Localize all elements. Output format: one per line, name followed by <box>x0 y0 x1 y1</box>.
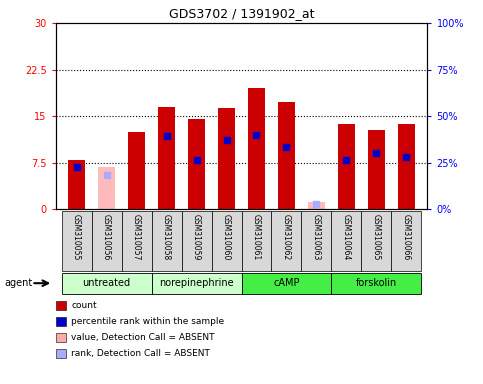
Text: GSM310060: GSM310060 <box>222 214 231 261</box>
Bar <box>278 102 295 209</box>
FancyBboxPatch shape <box>301 211 331 271</box>
Bar <box>368 131 385 209</box>
FancyBboxPatch shape <box>331 211 361 271</box>
Bar <box>188 119 205 209</box>
Bar <box>98 167 115 209</box>
Text: percentile rank within the sample: percentile rank within the sample <box>71 317 224 326</box>
Bar <box>218 108 235 209</box>
FancyBboxPatch shape <box>271 211 301 271</box>
Text: value, Detection Call = ABSENT: value, Detection Call = ABSENT <box>71 333 214 342</box>
Bar <box>68 160 85 209</box>
FancyBboxPatch shape <box>242 273 331 294</box>
Text: untreated: untreated <box>83 278 130 288</box>
Text: GSM310064: GSM310064 <box>342 214 351 261</box>
FancyBboxPatch shape <box>331 273 422 294</box>
Text: count: count <box>71 301 97 310</box>
Text: GSM310059: GSM310059 <box>192 214 201 261</box>
Title: GDS3702 / 1391902_at: GDS3702 / 1391902_at <box>169 7 314 20</box>
Text: agent: agent <box>5 278 33 288</box>
Bar <box>248 88 265 209</box>
Text: forskolin: forskolin <box>356 278 397 288</box>
Bar <box>338 124 355 209</box>
FancyBboxPatch shape <box>152 273 242 294</box>
Bar <box>158 107 175 209</box>
FancyBboxPatch shape <box>242 211 271 271</box>
Text: GSM310065: GSM310065 <box>372 214 381 261</box>
Text: rank, Detection Call = ABSENT: rank, Detection Call = ABSENT <box>71 349 210 358</box>
FancyBboxPatch shape <box>152 211 182 271</box>
FancyBboxPatch shape <box>61 273 152 294</box>
FancyBboxPatch shape <box>391 211 422 271</box>
Text: norepinephrine: norepinephrine <box>159 278 234 288</box>
FancyBboxPatch shape <box>92 211 122 271</box>
Bar <box>308 202 325 209</box>
Text: GSM310056: GSM310056 <box>102 214 111 261</box>
FancyBboxPatch shape <box>61 211 92 271</box>
Text: GSM310058: GSM310058 <box>162 214 171 260</box>
Text: GSM310066: GSM310066 <box>402 214 411 261</box>
Text: GSM310062: GSM310062 <box>282 214 291 260</box>
Text: GSM310063: GSM310063 <box>312 214 321 261</box>
Text: GSM310055: GSM310055 <box>72 214 81 261</box>
FancyBboxPatch shape <box>361 211 391 271</box>
FancyBboxPatch shape <box>122 211 152 271</box>
Text: cAMP: cAMP <box>273 278 300 288</box>
FancyBboxPatch shape <box>182 211 212 271</box>
Text: GSM310057: GSM310057 <box>132 214 141 261</box>
Bar <box>398 124 415 209</box>
Bar <box>128 132 145 209</box>
FancyBboxPatch shape <box>212 211 242 271</box>
Text: GSM310061: GSM310061 <box>252 214 261 260</box>
